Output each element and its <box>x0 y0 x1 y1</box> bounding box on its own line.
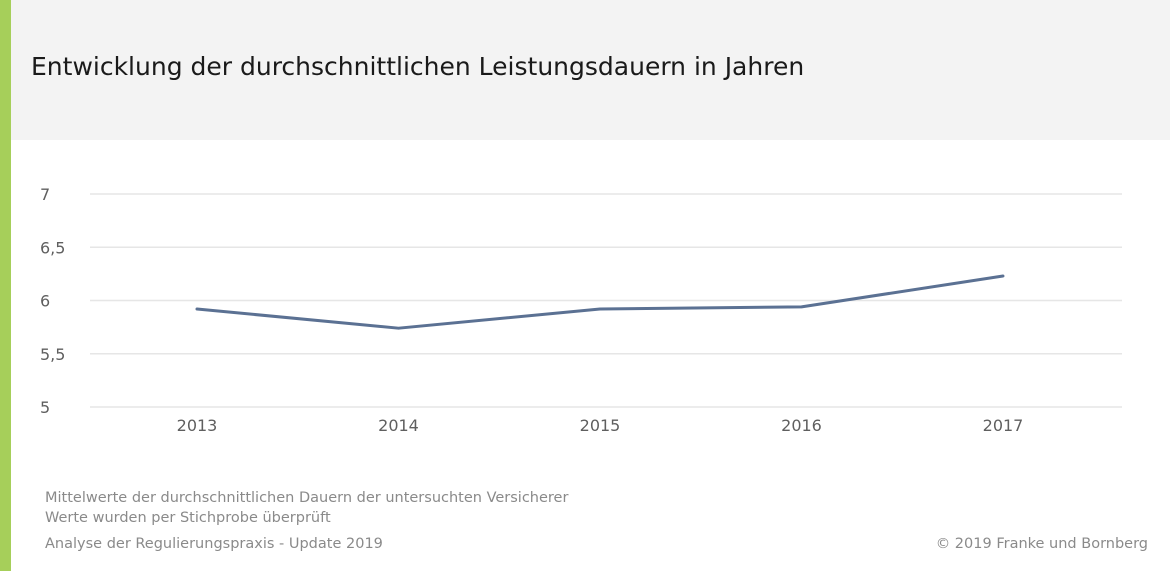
copyright-source: © 2019 Franke und Bornberg <box>935 536 1148 552</box>
x-tick-label: 2014 <box>378 416 419 435</box>
chart-title: Entwicklung der durchschnittlichen Leist… <box>31 52 805 81</box>
y-tick-label: 5,5 <box>40 345 65 364</box>
x-tick-label: 2016 <box>781 416 822 435</box>
chart-header <box>11 0 1170 140</box>
y-tick-label: 5 <box>40 398 50 417</box>
footer-note-sample-check: Werte wurden per Stichprobe überprüft <box>45 510 331 526</box>
footer-note-mean-values: Mittelwerte der durchschnittlichen Dauer… <box>45 490 569 506</box>
x-tick-label: 2015 <box>580 416 621 435</box>
y-tick-label: 6 <box>40 292 50 311</box>
x-tick-label: 2013 <box>177 416 218 435</box>
x-tick-label: 2017 <box>983 416 1024 435</box>
series-line <box>195 274 1005 330</box>
line-chart: 5 5,5 6 6,5 7 2013 2014 2015 2016 2017 <box>40 185 1122 435</box>
y-tick-label: 6,5 <box>40 238 65 257</box>
accent-bar <box>0 0 11 571</box>
y-tick-label: 7 <box>40 185 50 204</box>
footer-note-analysis: Analyse der Regulierungspraxis - Update … <box>45 536 383 552</box>
